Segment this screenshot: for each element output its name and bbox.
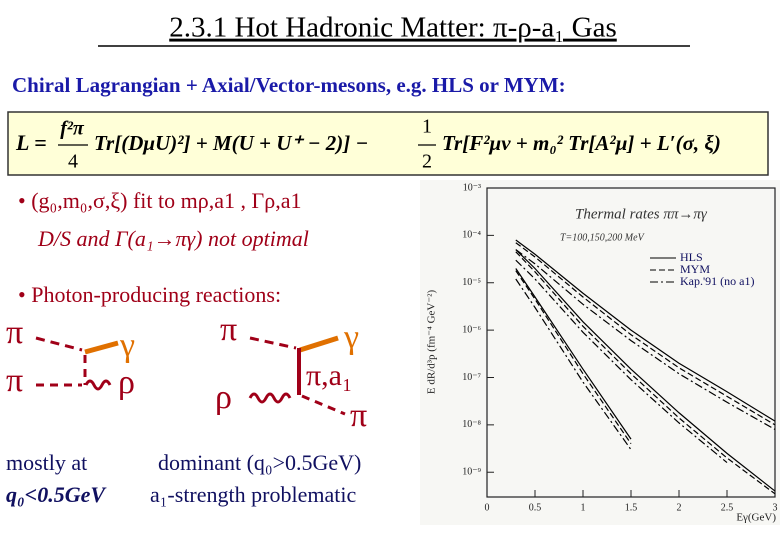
bullet-line: D/S and Γ(a₁→πγ) not optimal <box>37 226 309 251</box>
data-line <box>515 251 776 495</box>
fraction-denominator: 2 <box>422 151 432 173</box>
rho-line <box>84 379 112 391</box>
y-tick-label: 10⁻⁹ <box>462 467 481 478</box>
formula-part: Tr[F²μν + m₀² Tr[A²μ] + L′(σ, ξ) <box>442 131 721 155</box>
particle-label: γ <box>119 327 135 364</box>
data-line <box>515 239 776 422</box>
chart-background <box>420 180 780 525</box>
formula-lhs: L = <box>15 130 47 155</box>
data-line <box>515 249 776 430</box>
photon-line <box>299 335 339 353</box>
data-line <box>515 259 728 464</box>
chart: Thermal rates ππ→πγ T=100,150,200 MeV Eγ… <box>420 180 780 525</box>
slide-title: 2.3.1 Hot Hadronic Matter: π-ρ-a₁ Gas <box>169 12 617 44</box>
particle-label: π,a₁ <box>306 359 352 392</box>
fraction-numerator: f²π <box>60 118 85 140</box>
particle-label: π <box>220 311 237 348</box>
x-tick-label: 2.5 <box>721 502 734 513</box>
bullet: • (g₀,m₀,σ,ξ) fit to mρ,a1 , Γρ,a1 <box>18 188 301 213</box>
y-tick-label: 10⁻⁸ <box>462 419 481 430</box>
diagram: π γ π,a₁ ρ π <box>215 311 367 434</box>
x-tick-label: 0.5 <box>529 502 542 513</box>
particle-label: π <box>6 362 23 399</box>
fraction-numerator: 1 <box>422 116 432 138</box>
formula-box <box>7 111 769 176</box>
particle-label: π <box>6 314 23 351</box>
diagram: π γ π ρ <box>6 314 135 401</box>
data-line <box>515 268 632 440</box>
legend-entry: MYM <box>680 262 710 276</box>
formula-part: Tr[(DμU)²] + M(U + U⁺ − 2)] − <box>94 131 368 155</box>
data-line <box>515 242 776 426</box>
pion-line <box>249 336 297 350</box>
note: mostly at <box>6 450 87 475</box>
note: dominant (q₀>0.5GeV) <box>158 450 361 475</box>
x-tick-label: 1.5 <box>625 502 638 513</box>
x-tick-label: 3 <box>773 502 778 513</box>
x-axis-label: Eγ(GeV) <box>736 512 776 524</box>
data-line <box>515 270 632 445</box>
fraction-denominator: 4 <box>68 151 78 173</box>
legend-entry: Kap.'91 (no a1) <box>680 274 754 288</box>
pion-line <box>35 336 83 352</box>
note: a₁-strength problematic <box>150 482 356 507</box>
y-tick-label: 10⁻⁶ <box>462 324 481 335</box>
photon-line <box>84 340 119 355</box>
data-line <box>515 278 632 450</box>
data-line <box>515 249 776 492</box>
y-tick-label: 10⁻⁴ <box>462 230 481 241</box>
y-tick-label: 10⁻⁷ <box>462 372 481 383</box>
y-tick-label: 10⁻³ <box>463 182 481 193</box>
x-tick-label: 1 <box>581 502 586 513</box>
chart-annotation: T=100,150,200 MeV <box>560 232 646 243</box>
particle-label: ρ <box>118 364 135 401</box>
note: q₀<0.5GeV <box>6 482 107 507</box>
pion-line <box>301 394 346 416</box>
y-axis-label: E dR/d³p (fm⁻⁴ GeV⁻²) <box>426 290 438 395</box>
bullet: • Photon-producing reactions: <box>18 282 281 307</box>
chart-annotation: Thermal rates ππ→πγ <box>575 206 708 222</box>
particle-label: ρ <box>215 379 232 416</box>
subtitle: Chiral Lagrangian + Axial/Vector-mesons,… <box>12 73 566 97</box>
legend-entry: HLS <box>680 250 703 264</box>
particle-label: γ <box>343 319 359 356</box>
rho-line <box>248 392 292 404</box>
particle-label: π <box>350 397 367 434</box>
x-tick-label: 2 <box>677 502 682 513</box>
x-tick-label: 0 <box>485 502 490 513</box>
y-tick-label: 10⁻⁵ <box>462 277 481 288</box>
